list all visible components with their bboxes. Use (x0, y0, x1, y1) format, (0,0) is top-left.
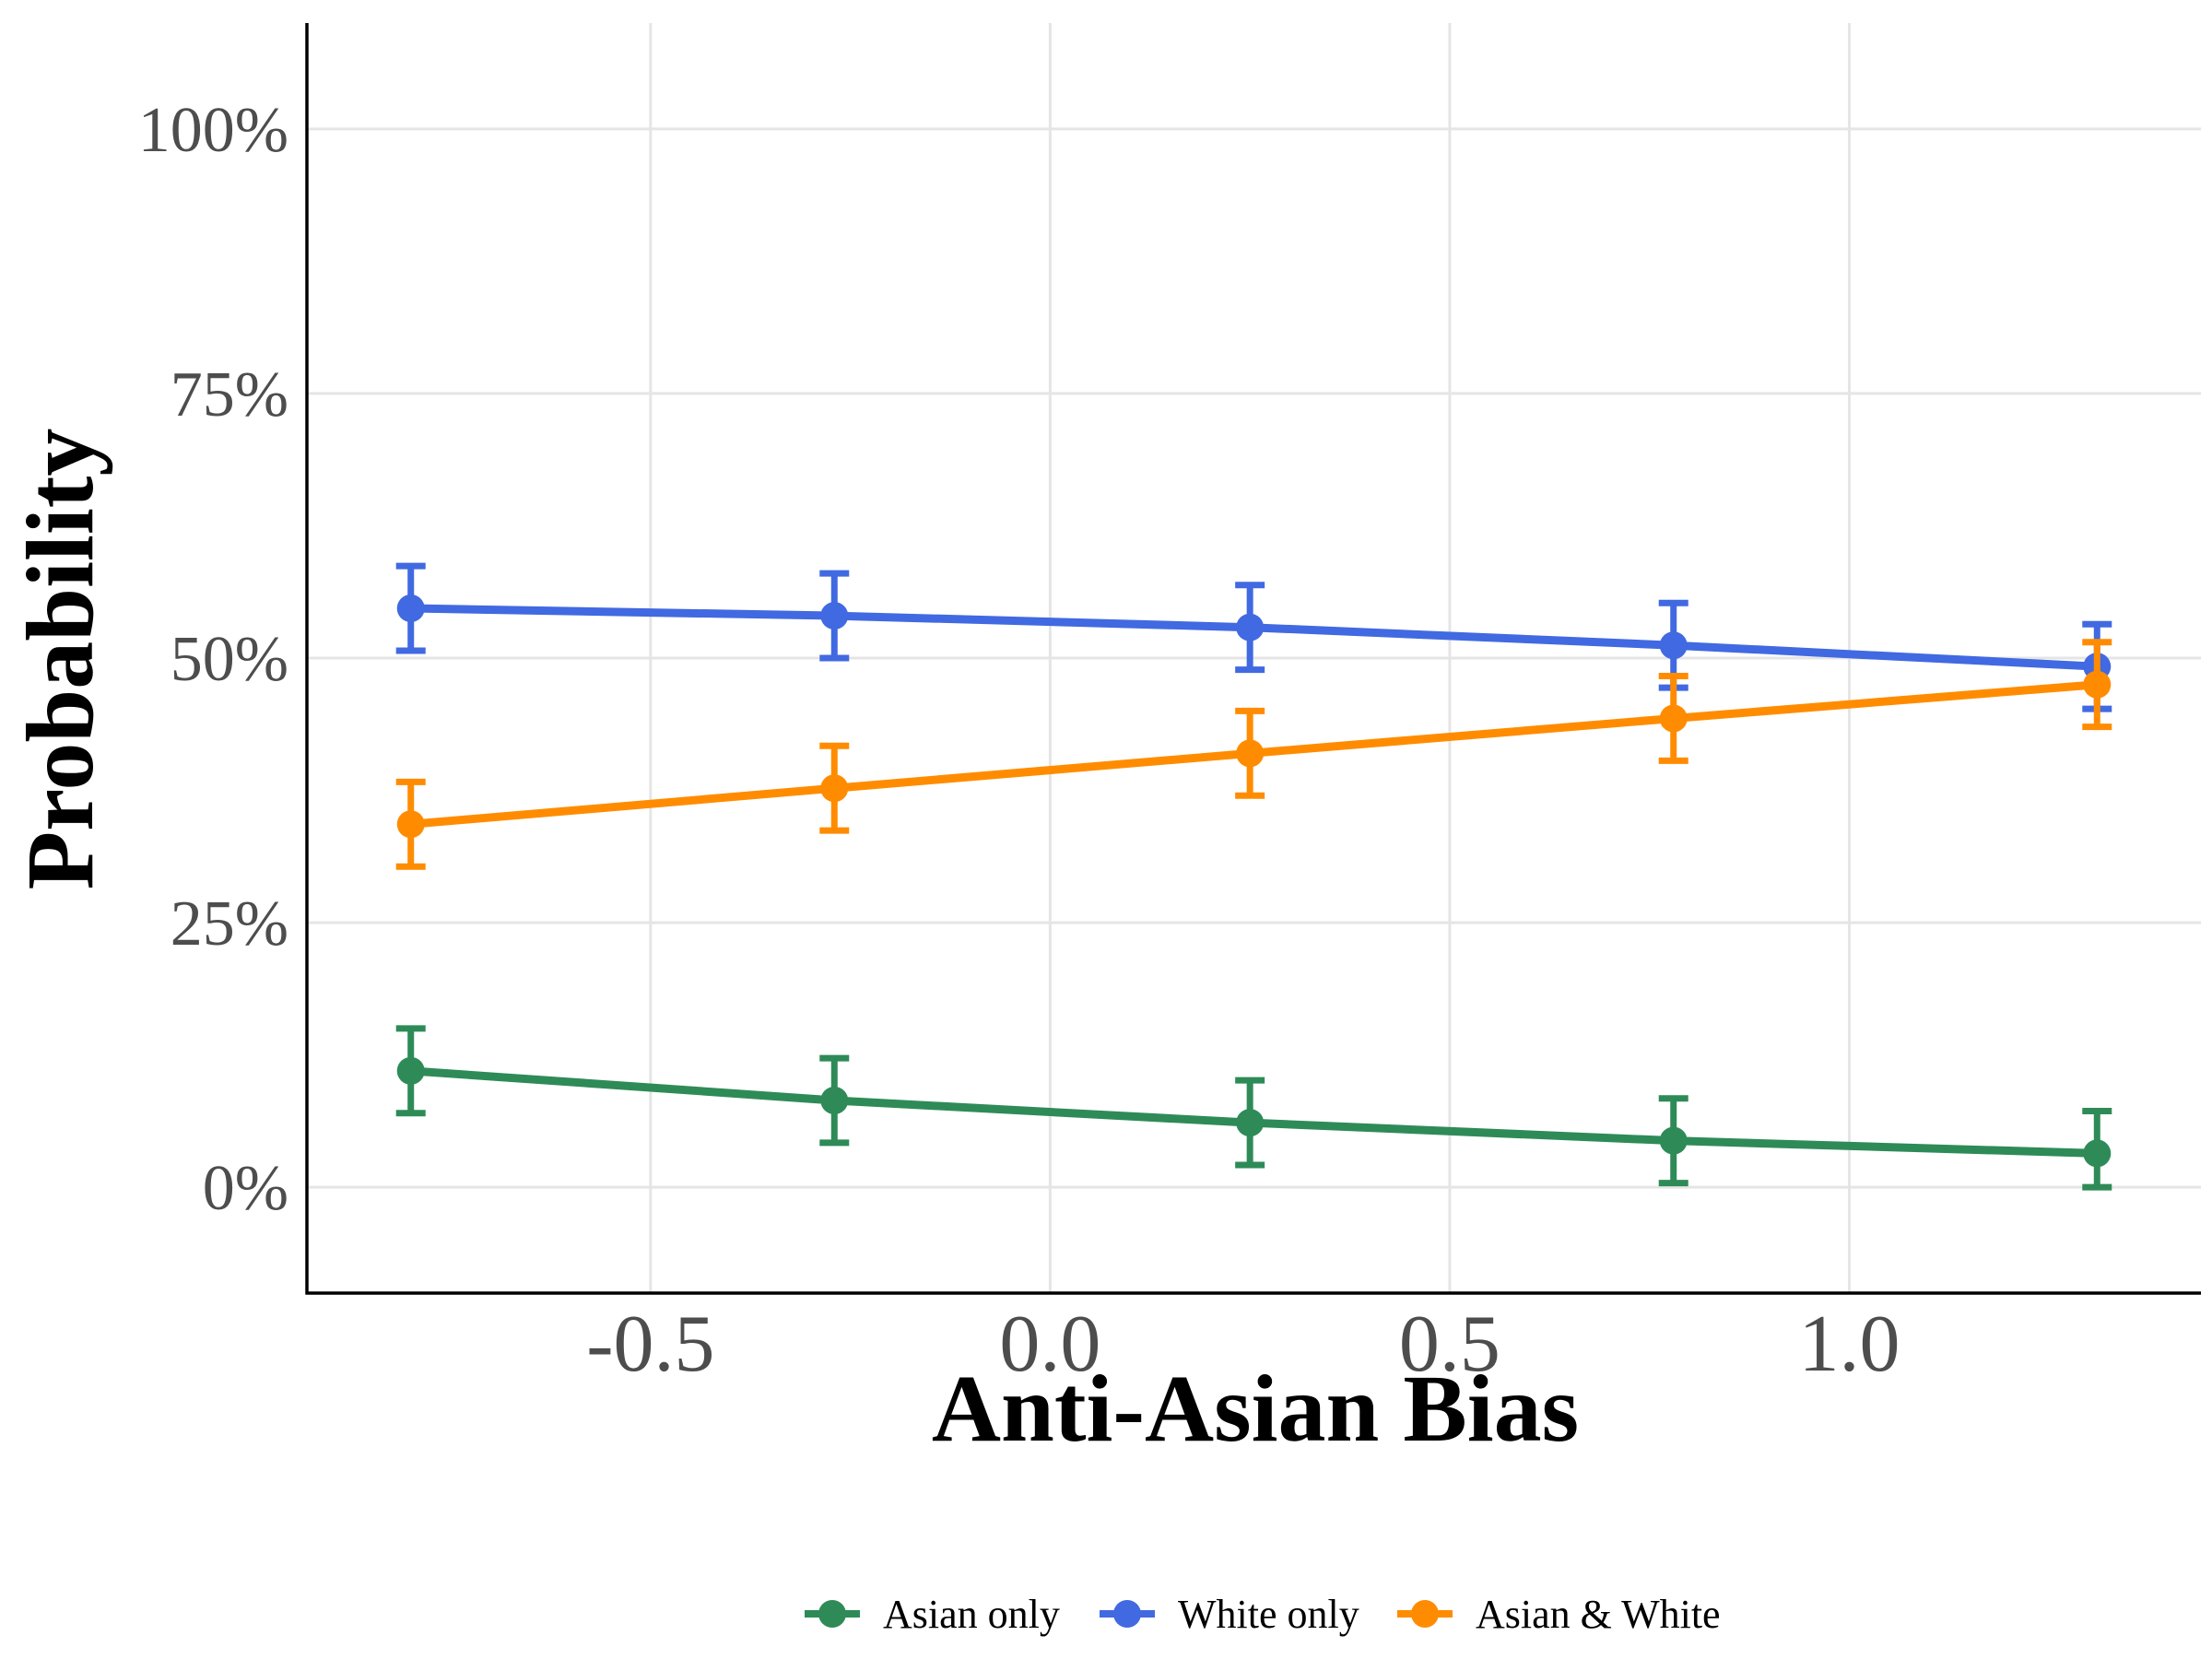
data-point (2083, 1139, 2112, 1168)
x-tick-label: -0.5 (586, 1300, 714, 1389)
series-0 (395, 1025, 2112, 1191)
y-axis-title: Probability (7, 429, 113, 890)
data-point (1236, 613, 1265, 641)
legend-key-point (1113, 1600, 1141, 1628)
x-axis-title: Anti-Asian Bias (932, 1356, 1579, 1462)
data-point (1659, 631, 1688, 660)
legend-item: Asian & White (1397, 1592, 1721, 1637)
legend-item: Asian only (805, 1592, 1060, 1637)
data-point (396, 594, 425, 623)
series-2 (395, 639, 2112, 870)
legend-label: White only (1178, 1592, 1359, 1637)
y-tick-label: 0% (203, 1153, 288, 1224)
data-point (2083, 670, 2112, 699)
y-tick-label: 50% (171, 624, 288, 695)
legend-key-point (1411, 1600, 1439, 1628)
legend-item: White only (1100, 1592, 1359, 1637)
data-point (396, 1056, 425, 1085)
y-tick-label: 25% (171, 888, 288, 959)
series-layer (395, 562, 2112, 1191)
x-tick-label: 1.0 (1798, 1300, 1900, 1389)
legend: Asian only White only Asian & White (805, 1592, 1721, 1637)
data-point (1236, 739, 1265, 768)
legend-label: Asian & White (1476, 1592, 1721, 1637)
data-point (820, 1087, 849, 1115)
grid (307, 23, 2201, 1293)
y-tick-label: 100% (138, 95, 288, 166)
data-point (1236, 1109, 1265, 1137)
y-tick-label: 75% (171, 359, 288, 430)
data-point (1659, 704, 1688, 733)
data-point (1659, 1126, 1688, 1155)
legend-label: Asian only (883, 1592, 1060, 1637)
x-tick-label: 0.0 (999, 1300, 1100, 1389)
data-point (396, 810, 425, 839)
data-point (820, 774, 849, 803)
series-1 (395, 562, 2112, 712)
x-tick-label: 0.5 (1399, 1300, 1500, 1389)
data-point (820, 602, 849, 630)
tick-labels: -0.5 0.0 0.5 1.0 0% 25% 50% 75% 100% (138, 95, 1900, 1389)
legend-key-point (818, 1600, 846, 1628)
axes (305, 23, 2201, 1295)
